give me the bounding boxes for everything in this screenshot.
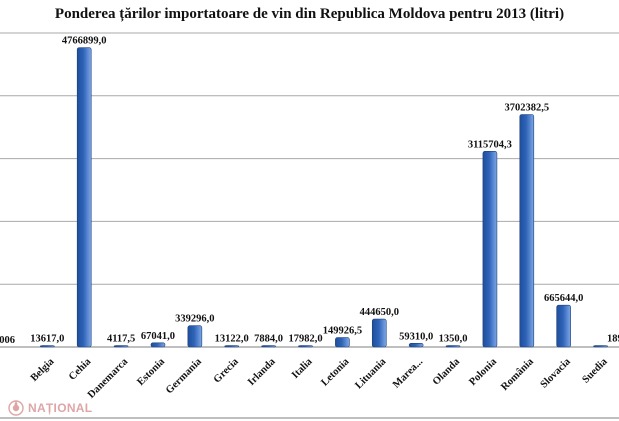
x-tick-label: Danemarca bbox=[86, 356, 131, 401]
x-tick-label: Estonia bbox=[135, 356, 167, 388]
data-label: 13617,0 bbox=[30, 334, 64, 345]
bar-slovacia bbox=[556, 304, 571, 348]
x-tick-label: Polonia bbox=[467, 356, 499, 388]
x-tick-label: Marea... bbox=[391, 356, 426, 391]
data-label: 7884,0 bbox=[254, 334, 283, 345]
x-tick-label: Suedia bbox=[580, 356, 610, 386]
bar-letonia bbox=[335, 337, 350, 348]
data-label: 4766899,0 bbox=[62, 36, 107, 47]
data-label: 339296,0 bbox=[175, 314, 214, 325]
x-tick-label: Belgia bbox=[29, 356, 57, 384]
bar-estonia bbox=[150, 342, 166, 348]
bar-belgia bbox=[40, 345, 55, 348]
x-tick-label: Grecia bbox=[212, 356, 242, 386]
x-tick-label: Germania bbox=[164, 356, 204, 396]
data-label: 17982,0 bbox=[288, 334, 322, 345]
bar-suedia bbox=[593, 345, 608, 348]
bar-grecia bbox=[224, 345, 240, 348]
bar-germania bbox=[187, 325, 203, 348]
data-labels: 006 13617,0 4766899,0 4117,5 67041,0339296,0… bbox=[0, 36, 619, 346]
data-label: 149926,5 bbox=[323, 326, 362, 337]
bar-danemarca bbox=[113, 345, 129, 348]
bars bbox=[40, 47, 608, 348]
data-label: 4117,5 bbox=[107, 334, 135, 345]
x-tick-label: România bbox=[499, 356, 536, 393]
x-tick-label: Letonia bbox=[319, 356, 352, 389]
x-tick-label: Cehia bbox=[67, 356, 94, 383]
data-label: 444650,0 bbox=[360, 307, 399, 318]
x-tick-label: Irlanda bbox=[246, 356, 278, 388]
x-tick-label: Slovacia bbox=[539, 356, 574, 391]
data-label: 13122,0 bbox=[215, 334, 249, 345]
bar-cehia bbox=[76, 47, 92, 348]
data-label: 006 bbox=[0, 335, 15, 346]
bar-irlanda bbox=[261, 345, 276, 348]
bar-italia bbox=[298, 345, 313, 348]
data-label: 665644,0 bbox=[544, 293, 583, 304]
x-tick-label: Olanda bbox=[431, 356, 463, 388]
data-label: 3115704,3 bbox=[468, 139, 512, 150]
bar-polonia bbox=[482, 151, 498, 348]
chart-title: Ponderea țărilor importatoare de vin din… bbox=[54, 6, 565, 22]
bar-lituania bbox=[371, 318, 387, 348]
data-label: 59310,0 bbox=[399, 331, 433, 342]
x-tick-label: Italia bbox=[290, 356, 315, 381]
x-tick-label: Lituania bbox=[353, 356, 389, 392]
bar-maroc bbox=[408, 342, 424, 348]
rose-logo-icon bbox=[8, 400, 24, 416]
bar-românia bbox=[519, 114, 535, 348]
data-label: 3702382,5 bbox=[504, 102, 549, 113]
watermark: NAȚIONAL bbox=[8, 400, 92, 416]
bar-olanda bbox=[445, 345, 461, 348]
data-label: 67041,0 bbox=[141, 331, 175, 342]
data-label: 1350,0 bbox=[439, 334, 468, 345]
data-label: 189 bbox=[607, 334, 619, 345]
watermark-text: NAȚIONAL bbox=[28, 401, 93, 415]
